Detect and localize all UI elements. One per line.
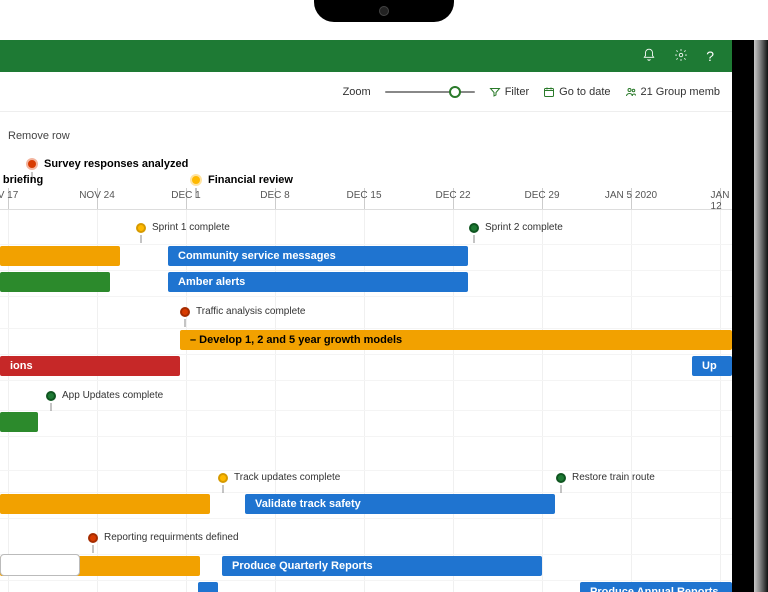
dates-row: V 17 NOV 24 DEC 1 DEC 8 DEC 15 DEC 22 DEC 29 JA… — [0, 188, 732, 210]
event-pin-icon — [190, 174, 202, 186]
milestone-dot-icon — [556, 473, 566, 483]
task-bar[interactable]: Produce Annual Reports — [580, 582, 732, 592]
header-event: cutive briefing — [0, 174, 43, 186]
header-event: Financial review — [190, 174, 293, 186]
date-label: JAN 5 2020 — [605, 190, 657, 201]
date-label: NOV 24 — [79, 190, 115, 201]
gear-icon[interactable] — [674, 48, 688, 65]
bell-icon[interactable] — [642, 48, 656, 65]
milestone-label: Sprint 1 complete — [152, 222, 230, 233]
task-bar[interactable]: – Develop 1, 2 and 5 year growth models — [180, 330, 732, 350]
header-events-row: Survey responses analyzedcutive briefing… — [0, 148, 732, 188]
filter-button[interactable]: Filter — [489, 86, 529, 98]
milestone-label: Restore train route — [572, 472, 655, 483]
task-bar[interactable]: Up — [692, 356, 732, 376]
task-bar[interactable] — [0, 412, 38, 432]
row-input[interactable] — [0, 554, 80, 576]
milestone-label: Reporting requirments defined — [104, 532, 239, 543]
task-bar[interactable]: Amber alerts — [168, 272, 468, 292]
milestone-label: Traffic analysis complete — [196, 306, 306, 317]
milestone-dot-icon — [469, 223, 479, 233]
event-pin-icon — [26, 158, 38, 170]
milestone[interactable]: Track updates complete — [218, 472, 340, 483]
task-bar[interactable] — [0, 246, 120, 266]
milestone[interactable]: Sprint 1 complete — [136, 222, 230, 233]
milestone-label: App Updates complete — [62, 390, 163, 401]
header-event: Survey responses analyzed — [26, 158, 188, 170]
task-bar[interactable] — [198, 582, 218, 592]
date-label: JAN 12 — [711, 190, 730, 212]
zoom-label: Zoom — [343, 86, 371, 98]
zoom-slider[interactable] — [385, 91, 475, 93]
members-label: 21 Group memb — [641, 86, 720, 98]
toolbar: Zoom Filter Go to date 21 Group memb — [0, 72, 732, 112]
date-label: DEC 22 — [435, 190, 470, 201]
goto-label: Go to date — [559, 86, 610, 98]
date-label: DEC 8 — [260, 190, 289, 201]
title-bar: ? — [0, 40, 732, 72]
date-label: DEC 1 — [171, 190, 200, 201]
milestone[interactable]: App Updates complete — [46, 390, 163, 401]
milestone-label: Track updates complete — [234, 472, 340, 483]
task-bar[interactable]: Produce Quarterly Reports — [222, 556, 542, 576]
filter-label: Filter — [505, 86, 529, 98]
milestone-dot-icon — [136, 223, 146, 233]
date-label: V 17 — [0, 190, 18, 201]
date-label: DEC 15 — [346, 190, 381, 201]
group-members-button[interactable]: 21 Group memb — [625, 86, 720, 98]
goto-date-button[interactable]: Go to date — [543, 86, 610, 98]
milestone-dot-icon — [180, 307, 190, 317]
event-label: Survey responses analyzed — [44, 158, 188, 170]
task-bar[interactable]: ions — [0, 356, 180, 376]
zoom-handle[interactable] — [449, 86, 461, 98]
event-label: Financial review — [208, 174, 293, 186]
remove-row-button[interactable]: Remove row — [8, 130, 70, 142]
task-bar[interactable] — [0, 494, 210, 514]
milestone-label: Sprint 2 complete — [485, 222, 563, 233]
task-bar[interactable]: Validate track safety — [245, 494, 555, 514]
event-label: cutive briefing — [0, 174, 43, 186]
milestone[interactable]: Traffic analysis complete — [180, 306, 306, 317]
milestone[interactable]: Reporting requirments defined — [88, 532, 239, 543]
milestone-dot-icon — [88, 533, 98, 543]
milestone-dot-icon — [218, 473, 228, 483]
milestone[interactable]: Sprint 2 complete — [469, 222, 563, 233]
timeline: Survey responses analyzedcutive briefing… — [0, 148, 732, 592]
task-bar[interactable]: Community service messages — [168, 246, 468, 266]
task-bar[interactable] — [0, 272, 110, 292]
milestone[interactable]: Restore train route — [556, 472, 655, 483]
bars-layer: Community service messages Amber alerts – … — [0, 210, 732, 592]
help-icon[interactable]: ? — [706, 48, 714, 64]
milestone-dot-icon — [46, 391, 56, 401]
date-label: DEC 29 — [524, 190, 559, 201]
